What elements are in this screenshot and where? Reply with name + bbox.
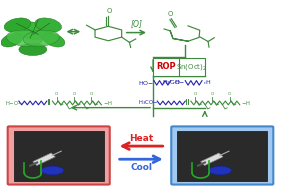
Ellipse shape	[23, 30, 59, 46]
Ellipse shape	[209, 166, 231, 175]
FancyBboxPatch shape	[8, 126, 110, 184]
Bar	[153, 58, 205, 76]
Ellipse shape	[43, 33, 65, 47]
Text: [O]: [O]	[130, 19, 142, 29]
Text: O: O	[228, 92, 231, 96]
Text: Heat: Heat	[129, 134, 153, 143]
Bar	[14, 131, 104, 181]
Ellipse shape	[35, 18, 62, 32]
Text: HO$-$: HO$-$	[138, 79, 154, 87]
Text: $-$H: $-$H	[241, 99, 251, 107]
Text: O: O	[167, 11, 173, 17]
Text: ROP: ROP	[156, 62, 176, 71]
Text: O: O	[55, 92, 58, 96]
Text: H$_3$CO$-$: H$_3$CO$-$	[162, 78, 185, 87]
Text: O: O	[72, 92, 76, 96]
Ellipse shape	[6, 30, 42, 46]
Text: O: O	[194, 92, 197, 96]
Ellipse shape	[14, 22, 52, 40]
FancyBboxPatch shape	[171, 126, 273, 184]
Text: O: O	[211, 92, 214, 96]
Ellipse shape	[19, 43, 47, 56]
Text: H$-$O$-$: H$-$O$-$	[5, 99, 23, 107]
Text: H$_3$CO$-$: H$_3$CO$-$	[138, 98, 158, 107]
Text: Cool: Cool	[130, 163, 152, 172]
Ellipse shape	[1, 33, 23, 47]
Ellipse shape	[4, 18, 31, 32]
Text: $_n$H: $_n$H	[172, 78, 181, 87]
Polygon shape	[33, 153, 55, 165]
Ellipse shape	[41, 166, 64, 175]
Bar	[177, 131, 267, 181]
Text: O: O	[106, 8, 112, 14]
Text: Sn(Oct)$_2$: Sn(Oct)$_2$	[176, 62, 207, 72]
Text: O: O	[90, 92, 93, 96]
Text: $_n$H: $_n$H	[203, 78, 212, 87]
Text: $-$H: $-$H	[103, 99, 112, 107]
Polygon shape	[201, 153, 223, 165]
